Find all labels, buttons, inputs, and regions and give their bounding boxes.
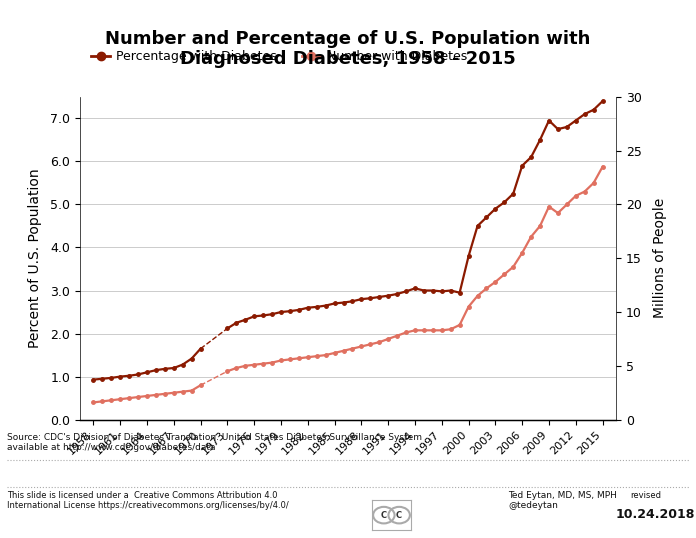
Text: Source: CDC's Division of Diabetes Translation. United States Diabetes Surveilla: Source: CDC's Division of Diabetes Trans…: [7, 433, 422, 452]
Legend: Percentage with Diabetes, Number with Diabetes: Percentage with Diabetes, Number with Di…: [86, 45, 473, 68]
Text: revised: revised: [630, 491, 661, 500]
Text: 10.24.2018: 10.24.2018: [616, 508, 695, 521]
Text: This slide is licensed under a  Creative Commons Attribution 4.0
International L: This slide is licensed under a Creative …: [7, 491, 289, 510]
Text: Number and Percentage of U.S. Population with
Diagnosed Diabetes, 1958 - 2015: Number and Percentage of U.S. Population…: [105, 30, 591, 68]
Text: C: C: [396, 511, 402, 520]
Text: C: C: [381, 511, 387, 520]
Y-axis label: Millions of People: Millions of People: [653, 198, 667, 318]
Y-axis label: Percent of U.S. Population: Percent of U.S. Population: [28, 168, 42, 348]
Text: Ted Eytan, MD, MS, MPH
@tedeytan: Ted Eytan, MD, MS, MPH @tedeytan: [508, 491, 617, 510]
